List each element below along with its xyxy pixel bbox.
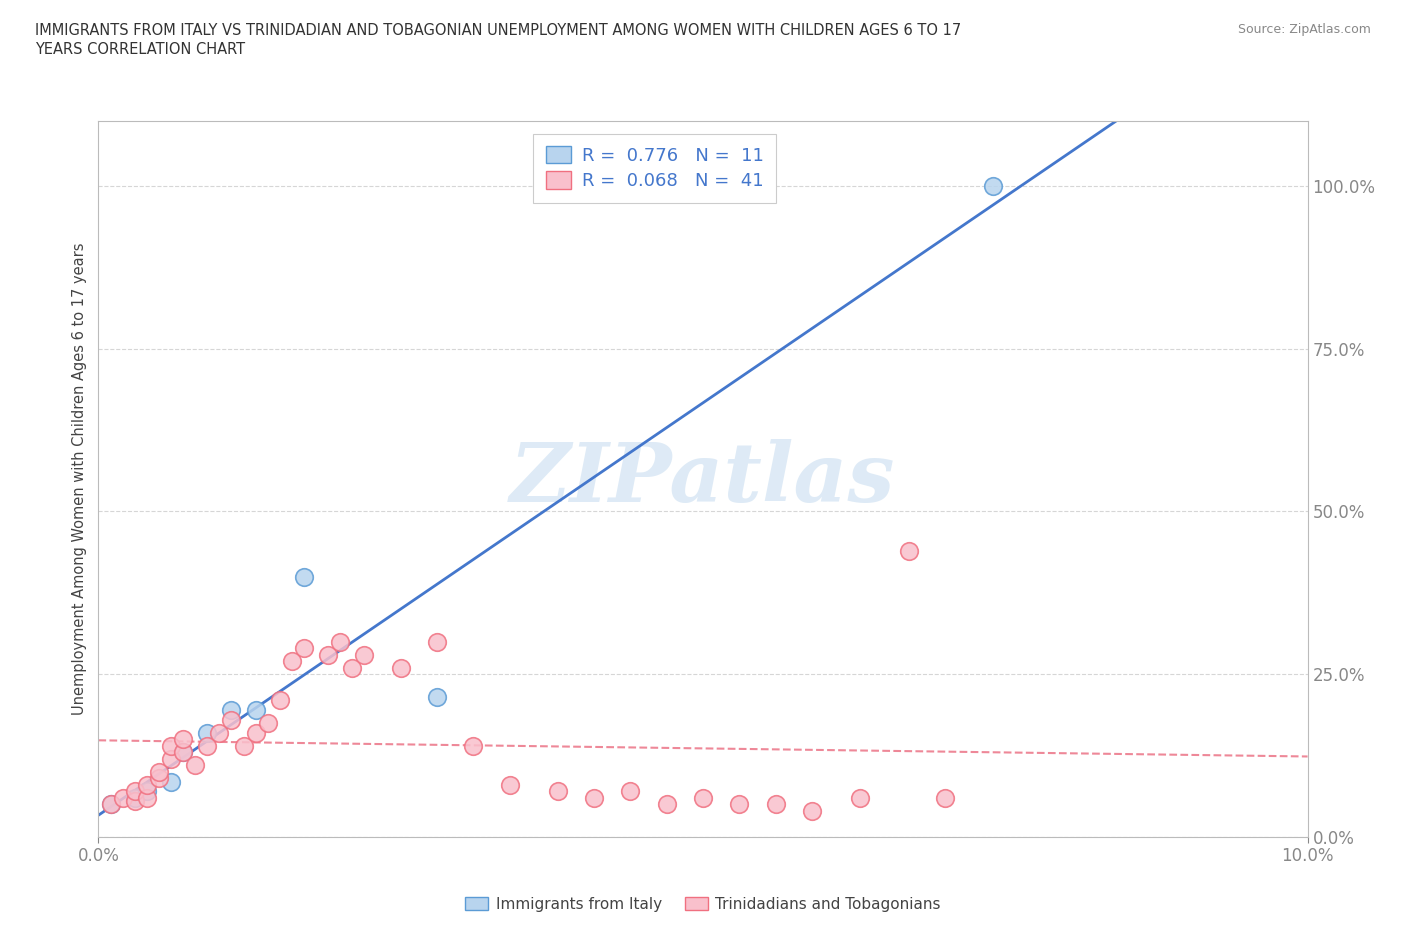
Point xyxy=(232,738,254,753)
Point xyxy=(135,784,157,799)
Point xyxy=(897,543,920,558)
Point xyxy=(498,777,520,792)
Point xyxy=(329,634,352,649)
Point xyxy=(148,764,170,779)
Point xyxy=(245,703,267,718)
Point xyxy=(195,738,218,753)
Point xyxy=(172,732,194,747)
Text: YEARS CORRELATION CHART: YEARS CORRELATION CHART xyxy=(35,42,245,57)
Text: IMMIGRANTS FROM ITALY VS TRINIDADIAN AND TOBAGONIAN UNEMPLOYMENT AMONG WOMEN WIT: IMMIGRANTS FROM ITALY VS TRINIDADIAN AND… xyxy=(35,23,962,38)
Point xyxy=(342,660,364,675)
Point xyxy=(160,751,183,766)
Point xyxy=(172,745,194,760)
Point xyxy=(292,641,315,656)
Point xyxy=(316,647,339,662)
Point xyxy=(765,797,787,812)
Point xyxy=(292,569,315,584)
Point xyxy=(221,712,243,727)
Point xyxy=(389,660,412,675)
Point xyxy=(195,725,218,740)
Text: ZIPatlas: ZIPatlas xyxy=(510,439,896,519)
Legend: Immigrants from Italy, Trinidadians and Tobagonians: Immigrants from Italy, Trinidadians and … xyxy=(460,890,946,918)
Point xyxy=(124,794,146,809)
Point xyxy=(245,725,267,740)
Point xyxy=(160,738,183,753)
Point xyxy=(269,693,291,708)
Point xyxy=(160,774,183,789)
Point xyxy=(849,790,872,805)
Point xyxy=(547,784,569,799)
Point xyxy=(353,647,375,662)
Point xyxy=(728,797,751,812)
Point xyxy=(692,790,714,805)
Point xyxy=(221,703,243,718)
Point xyxy=(256,716,278,731)
Point xyxy=(124,790,146,805)
Point xyxy=(184,758,207,773)
Point xyxy=(655,797,678,812)
Text: Source: ZipAtlas.com: Source: ZipAtlas.com xyxy=(1237,23,1371,36)
Point xyxy=(148,771,170,786)
Point xyxy=(100,797,122,812)
Point xyxy=(124,784,146,799)
Point xyxy=(800,804,823,818)
Point xyxy=(100,797,122,812)
Point xyxy=(583,790,606,805)
Point xyxy=(111,790,134,805)
Point xyxy=(172,745,194,760)
Point xyxy=(463,738,485,753)
Point xyxy=(426,634,449,649)
Point xyxy=(934,790,956,805)
Point xyxy=(281,654,304,669)
Point xyxy=(208,725,231,740)
Legend: R =  0.776   N =  11, R =  0.068   N =  41: R = 0.776 N = 11, R = 0.068 N = 41 xyxy=(533,134,776,203)
Point xyxy=(426,690,449,705)
Y-axis label: Unemployment Among Women with Children Ages 6 to 17 years: Unemployment Among Women with Children A… xyxy=(72,243,87,715)
Point xyxy=(135,777,157,792)
Point xyxy=(135,790,157,805)
Point xyxy=(981,179,1004,193)
Point xyxy=(619,784,641,799)
